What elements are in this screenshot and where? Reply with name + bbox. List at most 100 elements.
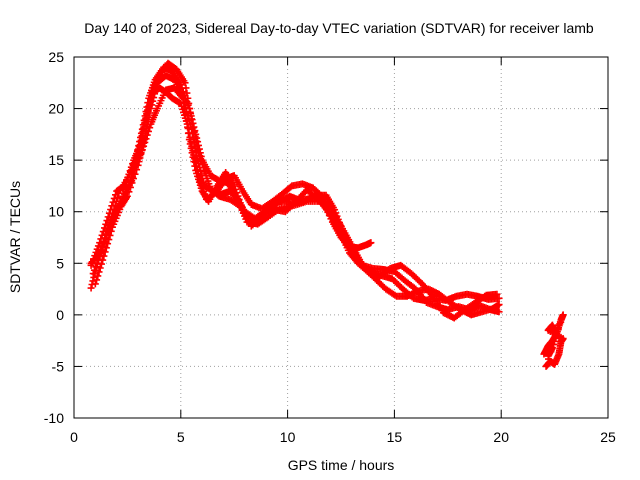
- x-tick-label: 10: [280, 429, 296, 445]
- data-point-marker: [147, 98, 155, 106]
- x-axis-label: GPS time / hours: [288, 457, 395, 473]
- data-point-marker: [126, 178, 134, 186]
- data-point-marker: [145, 102, 153, 110]
- y-tick-label: 25: [48, 49, 64, 65]
- data-point-marker: [548, 344, 556, 352]
- data-point-marker: [91, 270, 99, 278]
- data-point-marker: [92, 266, 100, 274]
- data-point-marker: [198, 175, 206, 183]
- series-track-6: [540, 311, 567, 370]
- series-track-3: [91, 72, 503, 316]
- data-point-marker: [88, 281, 96, 289]
- data-point-marker: [318, 193, 326, 201]
- data-point-marker: [105, 225, 113, 233]
- data-point-marker: [555, 321, 563, 329]
- y-tick-label: 0: [56, 307, 64, 323]
- data-point-marker: [178, 93, 186, 101]
- data-point-marker: [121, 192, 129, 200]
- data-point-marker: [93, 259, 101, 267]
- data-point-marker: [194, 141, 202, 149]
- data-point-marker: [549, 341, 557, 349]
- data-point-marker: [186, 121, 194, 129]
- data-point-marker: [144, 127, 152, 135]
- data-point-marker: [197, 167, 205, 175]
- data-point-marker: [188, 130, 196, 138]
- grid-lines: [74, 57, 608, 418]
- data-point-marker: [199, 178, 207, 186]
- data-point-marker: [90, 273, 98, 281]
- data-point-marker: [495, 308, 503, 316]
- data-point-marker: [143, 131, 151, 139]
- data-point-marker: [198, 171, 206, 179]
- data-point-marker: [190, 138, 198, 146]
- y-tick-label: -10: [44, 410, 64, 426]
- data-point-marker: [111, 209, 119, 217]
- data-point-marker: [138, 133, 146, 141]
- data-point-marker: [552, 331, 560, 339]
- y-tick-label: -5: [52, 358, 65, 374]
- data-point-marker: [140, 124, 148, 132]
- data-point-marker: [180, 99, 188, 107]
- chart-title: Day 140 of 2023, Sidereal Day-to-day VTE…: [84, 20, 594, 36]
- data-point-marker: [107, 222, 115, 230]
- y-axis-label: SDTVAR / TECUs: [7, 181, 23, 293]
- data-point-marker: [140, 120, 148, 128]
- data-point-marker: [141, 138, 149, 146]
- data-point-marker: [109, 215, 117, 223]
- data-point-marker: [189, 134, 197, 142]
- data-point-marker: [93, 263, 101, 271]
- y-tick-label: 15: [48, 152, 64, 168]
- data-point-marker: [94, 250, 102, 258]
- data-point-marker: [233, 196, 241, 204]
- plot-frame: [73, 56, 609, 419]
- x-tick-label: 15: [387, 429, 403, 445]
- data-point-marker: [99, 256, 107, 264]
- data-point-marker: [185, 116, 193, 124]
- data-point-marker: [129, 170, 137, 178]
- data-point-marker: [139, 129, 147, 137]
- data-point-marker: [551, 334, 559, 342]
- series-track-5: [87, 84, 503, 319]
- data-point-marker: [179, 94, 187, 102]
- data-point-marker: [184, 112, 192, 120]
- data-point-marker: [125, 181, 133, 189]
- data-point-marker: [192, 147, 200, 155]
- data-point-marker: [96, 264, 104, 272]
- data-point-marker: [230, 182, 238, 190]
- data-point-marker: [495, 301, 503, 309]
- data-point-marker: [140, 142, 148, 150]
- data-point-marker: [181, 103, 189, 111]
- y-tick-label: 5: [56, 255, 64, 271]
- data-point-marker: [122, 189, 130, 197]
- data-point-marker: [187, 125, 195, 133]
- data-point-marker: [144, 107, 152, 115]
- data-point-marker: [194, 156, 202, 164]
- data-point-marker: [124, 185, 132, 193]
- axis-ticks: 0 5 10 15 20 25 -10 -5 0 5 10 15 20 25: [44, 49, 616, 445]
- data-point-marker: [195, 160, 203, 168]
- data-point-marker: [114, 193, 122, 201]
- data-point-marker: [127, 174, 135, 182]
- data-point-marker: [554, 324, 562, 332]
- x-tick-label: 0: [70, 429, 78, 445]
- data-point-marker: [550, 337, 558, 345]
- data-point-marker: [89, 277, 97, 285]
- x-tick-label: 25: [600, 429, 616, 445]
- data-point-marker: [193, 152, 201, 160]
- data-point-marker: [142, 135, 150, 143]
- data-points: [87, 59, 567, 370]
- data-point-marker: [103, 217, 111, 225]
- data-point-marker: [553, 328, 561, 336]
- y-tick-label: 20: [48, 101, 64, 117]
- data-point-marker: [100, 252, 108, 260]
- x-tick-label: 20: [493, 429, 509, 445]
- data-point-marker: [148, 94, 156, 102]
- data-point-marker: [108, 219, 116, 227]
- data-point-marker: [183, 108, 191, 116]
- data-point-marker: [138, 146, 146, 154]
- y-tick-label: 10: [48, 204, 64, 220]
- data-point-marker: [110, 212, 118, 220]
- data-point-marker: [196, 164, 204, 172]
- data-point-marker: [146, 124, 154, 132]
